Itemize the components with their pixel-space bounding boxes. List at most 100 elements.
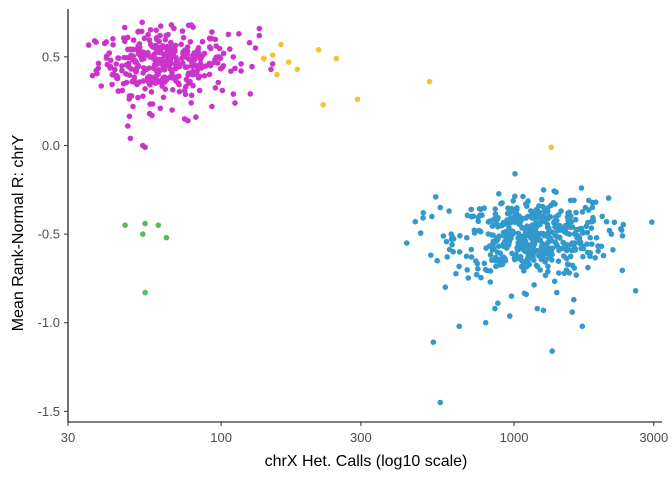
data-point (144, 74, 151, 81)
data-point (556, 234, 563, 241)
data-point (146, 65, 152, 71)
data-point (437, 399, 444, 406)
data-point (139, 28, 145, 35)
data-point (160, 74, 167, 81)
data-point (153, 36, 160, 42)
data-point (412, 218, 419, 225)
data-point (534, 305, 540, 312)
data-point (507, 219, 513, 226)
data-point (482, 319, 489, 326)
data-point (537, 220, 544, 226)
data-point (546, 253, 553, 259)
data-point (194, 48, 201, 54)
data-point (164, 43, 170, 50)
data-point (155, 222, 162, 228)
data-point (578, 185, 585, 191)
data-point (506, 224, 512, 231)
data-point (610, 247, 616, 253)
x-axis-title: chrX Het. Calls (log10 scale) (265, 453, 468, 470)
data-point (552, 232, 558, 239)
data-point (585, 264, 591, 271)
data-point (147, 101, 153, 107)
data-point (184, 48, 191, 55)
data-point (478, 274, 484, 281)
data-point (520, 258, 526, 265)
data-point (485, 231, 492, 237)
data-point (127, 135, 134, 142)
data-point (571, 197, 577, 204)
data-point (543, 256, 549, 263)
data-point (188, 100, 194, 106)
data-point (456, 249, 463, 255)
y-tick-label: -1.0 (38, 315, 60, 330)
data-point (199, 53, 205, 59)
data-point (142, 220, 148, 227)
data-point (522, 248, 528, 255)
data-point (473, 271, 480, 278)
data-point (552, 218, 558, 224)
data-point (176, 88, 183, 95)
data-point (539, 246, 545, 253)
data-point (246, 39, 253, 46)
data-point (278, 41, 284, 48)
data-point (566, 218, 572, 225)
data-point (162, 79, 168, 85)
data-point (453, 270, 459, 277)
data-point (490, 232, 496, 238)
data-point (168, 22, 175, 28)
data-point (512, 171, 518, 177)
data-point (517, 253, 524, 260)
data-point (146, 37, 153, 43)
data-point (163, 234, 170, 241)
data-point (558, 208, 564, 214)
data-point (180, 60, 186, 66)
axes-layer (67, 9, 662, 423)
x-tick-label: 3000 (639, 430, 668, 445)
data-point (140, 231, 146, 237)
data-point (508, 209, 514, 216)
data-point (517, 221, 523, 227)
data-point (136, 41, 143, 47)
data-point (147, 82, 153, 88)
data-point (536, 203, 542, 209)
data-point (125, 123, 131, 129)
data-point (154, 77, 161, 84)
data-point (148, 89, 155, 95)
data-point (564, 230, 570, 236)
x-tick-label: 30 (61, 430, 75, 445)
data-point (228, 68, 234, 74)
data-point (518, 263, 525, 270)
data-point (153, 27, 159, 34)
data-point (573, 209, 579, 216)
data-point (227, 46, 233, 52)
data-point (162, 37, 169, 43)
data-point (468, 246, 475, 253)
data-point (145, 31, 151, 38)
data-point (93, 39, 99, 45)
data-point (119, 87, 126, 94)
data-point (511, 214, 518, 220)
data-point (510, 198, 516, 204)
data-point (571, 296, 577, 303)
data-point (530, 253, 536, 259)
data-point (545, 263, 551, 270)
data-point (151, 44, 157, 50)
data-point (498, 260, 505, 267)
data-point (493, 220, 500, 227)
data-point (487, 252, 494, 258)
data-point (256, 32, 263, 39)
x-tick-label: 100 (210, 430, 232, 445)
data-point (230, 91, 237, 97)
data-point (141, 35, 148, 42)
data-point (446, 208, 452, 214)
data-point (85, 42, 92, 48)
data-point (160, 94, 167, 101)
data-point (592, 254, 598, 261)
data-point (434, 257, 441, 264)
data-point (119, 63, 125, 69)
data-point (595, 248, 601, 254)
data-point (492, 305, 498, 312)
data-point (95, 65, 102, 72)
data-point (256, 25, 263, 32)
